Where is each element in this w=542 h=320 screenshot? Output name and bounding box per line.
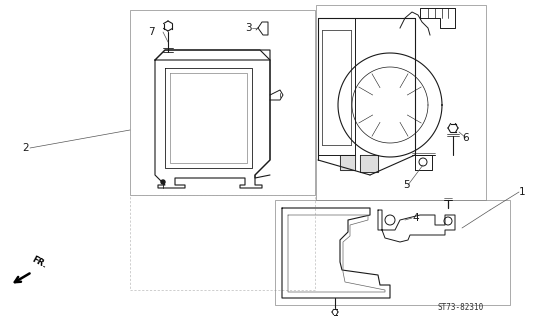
Text: 5: 5 <box>403 180 410 190</box>
Text: 2: 2 <box>22 143 29 153</box>
Bar <box>275 200 510 305</box>
Text: ST73-82310: ST73-82310 <box>438 303 484 312</box>
Bar <box>316 5 486 200</box>
Text: 7: 7 <box>149 27 155 37</box>
Polygon shape <box>360 155 378 172</box>
Text: 6: 6 <box>462 133 469 143</box>
Polygon shape <box>340 155 355 170</box>
Bar <box>130 10 315 195</box>
Bar <box>130 195 315 290</box>
Text: 4: 4 <box>412 213 418 223</box>
Circle shape <box>161 180 165 184</box>
Text: FR.: FR. <box>30 255 48 270</box>
Text: 3: 3 <box>246 23 252 33</box>
Text: 1: 1 <box>519 187 526 197</box>
